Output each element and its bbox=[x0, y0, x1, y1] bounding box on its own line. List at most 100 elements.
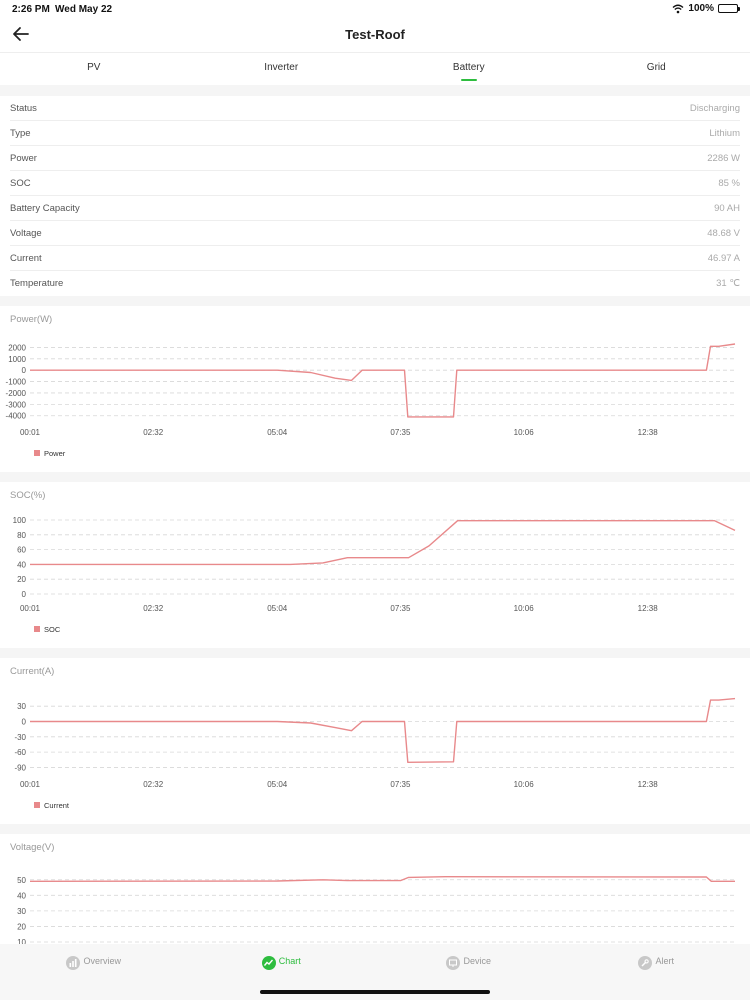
x-tick-label: 10:06 bbox=[514, 428, 535, 437]
info-value: 85 % bbox=[718, 177, 740, 189]
series-line bbox=[29, 876, 735, 882]
y-tick-label: 0 bbox=[22, 366, 27, 375]
battery-percent: 100% bbox=[688, 3, 714, 14]
soc-chart-plot: 100 80 60 40 20 0 00:01 02:32 05:04 07:35 10:06 12:… bbox=[13, 516, 736, 634]
bottom-tab-label: Chart bbox=[278, 956, 301, 966]
x-tick-label: 02:32 bbox=[143, 780, 164, 789]
x-tick-label: 07:35 bbox=[390, 428, 411, 437]
y-tick-label: 40 bbox=[17, 891, 26, 900]
status-date: Wed May 22 bbox=[55, 4, 113, 15]
info-value: 31 ℃ bbox=[716, 278, 740, 289]
device-tabs: PV Inverter Battery Grid bbox=[0, 52, 750, 85]
tab-battery[interactable]: Battery bbox=[375, 53, 563, 85]
y-tick-label: 0 bbox=[22, 590, 27, 599]
y-tick-label: 30 bbox=[17, 702, 26, 711]
home-indicator bbox=[260, 990, 490, 994]
y-tick-label: -2000 bbox=[6, 389, 27, 398]
y-tick-label: 80 bbox=[17, 531, 26, 540]
bottom-tab-alert[interactable]: Alert bbox=[563, 944, 750, 1000]
x-tick-label: 10:06 bbox=[514, 780, 535, 789]
chart-title: SOC(%) bbox=[10, 490, 46, 501]
bottom-tab-overview[interactable]: Overview bbox=[0, 944, 188, 1000]
series-line bbox=[30, 520, 736, 566]
series-line bbox=[30, 697, 736, 764]
x-tick-label: 12:38 bbox=[638, 604, 659, 613]
info-label: Status bbox=[10, 102, 37, 114]
info-label: Current bbox=[10, 252, 42, 264]
tab-inverter[interactable]: Inverter bbox=[264, 62, 299, 73]
bottom-tab-label: Device bbox=[463, 956, 491, 966]
info-value: 46.97 A bbox=[707, 252, 740, 264]
x-tick-label: 02:32 bbox=[143, 604, 164, 613]
x-tick-label: 07:35 bbox=[390, 604, 411, 613]
y-tick-label: 50 bbox=[17, 876, 26, 885]
bottom-tab-chart[interactable]: Chart bbox=[188, 944, 376, 1000]
y-tick-label: -90 bbox=[14, 763, 26, 772]
back-arrow-icon[interactable] bbox=[10, 23, 32, 45]
legend-swatch bbox=[34, 450, 40, 456]
info-row-soc: SOC 85 % bbox=[10, 171, 740, 196]
y-tick-label: -4000 bbox=[6, 412, 27, 421]
wrench-icon bbox=[638, 956, 653, 970]
info-label: Battery Capacity bbox=[10, 202, 80, 214]
status-time: 2:26 PM bbox=[12, 4, 50, 15]
info-row-current: Current 46.97 A bbox=[10, 246, 740, 271]
x-tick-label: 05:04 bbox=[267, 780, 288, 789]
battery-icon bbox=[718, 4, 740, 13]
nav-bar: Test-Roof bbox=[0, 18, 750, 52]
y-tick-label: 0 bbox=[22, 718, 27, 727]
info-row-voltage: Voltage 48.68 V bbox=[10, 221, 740, 246]
y-tick-label: -3000 bbox=[6, 400, 27, 409]
info-label: Power bbox=[10, 152, 37, 164]
soc-chart: SOC(%) 100 80 60 40 20 0 00:01 02:32 05:04 07:35 1… bbox=[0, 482, 750, 648]
x-tick-label: 12:38 bbox=[638, 428, 659, 437]
y-tick-label: 30 bbox=[17, 907, 26, 916]
info-label: Voltage bbox=[10, 227, 42, 239]
chart-title: Power(W) bbox=[10, 314, 53, 325]
info-row-type: Type Lithium bbox=[10, 121, 740, 146]
y-tick-label: 2000 bbox=[8, 343, 26, 352]
x-tick-label: 00:01 bbox=[20, 780, 41, 789]
voltage-chart-plot: 50 40 30 20 10 bbox=[17, 876, 735, 947]
chart-bar-icon bbox=[66, 956, 81, 970]
y-tick-label: 1000 bbox=[8, 355, 26, 364]
legend-swatch bbox=[34, 626, 40, 632]
tab-pv[interactable]: PV bbox=[87, 62, 101, 73]
bottom-tab-label: Alert bbox=[655, 956, 674, 966]
info-row-status: Status Discharging bbox=[10, 96, 740, 121]
y-tick-label: 10 bbox=[17, 938, 26, 947]
device-icon bbox=[446, 956, 461, 970]
x-tick-label: 05:04 bbox=[267, 604, 288, 613]
legend-label: Current bbox=[44, 801, 70, 810]
info-label: Type bbox=[10, 127, 31, 139]
info-label: Temperature bbox=[10, 278, 64, 289]
bottom-tab-device[interactable]: Device bbox=[375, 944, 563, 1000]
info-value: 2286 W bbox=[707, 152, 740, 164]
x-tick-label: 10:06 bbox=[514, 604, 535, 613]
page-title: Test-Roof bbox=[345, 27, 405, 42]
y-tick-label: 40 bbox=[17, 560, 26, 569]
battery-info-list: Status Discharging Type Lithium Power 22… bbox=[0, 96, 750, 296]
x-tick-label: 12:38 bbox=[638, 780, 659, 789]
series-line bbox=[30, 343, 736, 418]
current-chart: Current(A) 30 0 -30 -60 -90 00:01 02:32 05:04 07… bbox=[0, 658, 750, 824]
y-tick-label: 60 bbox=[17, 546, 26, 555]
tab-grid[interactable]: Grid bbox=[646, 62, 666, 73]
info-row-power: Power 2286 W bbox=[10, 146, 740, 171]
info-row-temperature: Temperature 31 ℃ bbox=[10, 271, 740, 296]
y-tick-label: -60 bbox=[14, 748, 26, 757]
info-value: Lithium bbox=[709, 127, 740, 139]
bottom-tab-label: Overview bbox=[83, 956, 121, 966]
info-row-capacity: Battery Capacity 90 AH bbox=[10, 196, 740, 221]
power-chart: Power(W) 2000 1000 0 -1000 -2000 -3000 -4000 00… bbox=[0, 306, 750, 472]
status-bar: 2:26 PM Wed May 22 100% bbox=[0, 0, 750, 18]
info-value: Discharging bbox=[689, 102, 740, 114]
legend-swatch bbox=[34, 802, 40, 808]
legend-label: Power bbox=[44, 449, 66, 458]
status-right: 100% bbox=[672, 3, 740, 14]
info-label: SOC bbox=[10, 177, 31, 189]
x-tick-label: 05:04 bbox=[267, 428, 288, 437]
y-tick-label: 20 bbox=[17, 922, 26, 931]
y-tick-label: 100 bbox=[13, 516, 27, 525]
y-tick-label: -1000 bbox=[6, 378, 27, 387]
